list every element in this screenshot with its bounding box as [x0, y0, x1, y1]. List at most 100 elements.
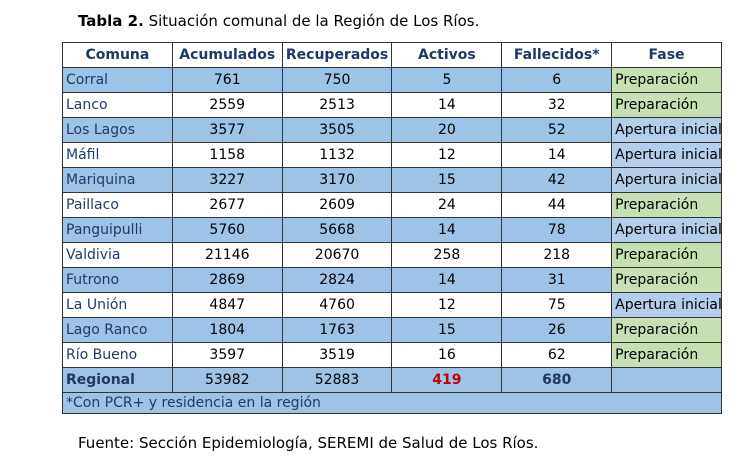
cell: 21146 [171, 242, 283, 268]
cell: 1158 [171, 142, 283, 168]
cell: 3227 [171, 167, 283, 193]
row: Futrono 2869 2824 14 31 Preparación [62, 267, 722, 293]
cell: 3170 [281, 167, 393, 193]
cell: 750 [281, 67, 393, 93]
row: Los Lagos 3577 3505 20 52 Apertura inicial [62, 117, 722, 143]
cell: 2824 [281, 267, 393, 293]
cell: 44 [501, 192, 613, 218]
cell: Preparación [611, 267, 722, 293]
cell: 20 [391, 117, 503, 143]
cell: 15 [391, 317, 503, 343]
cell: Preparación [611, 342, 722, 368]
cell: Mariquina [62, 167, 173, 193]
cell: 42 [501, 167, 613, 193]
cell: 3597 [171, 342, 283, 368]
total-cell: 52883 [281, 367, 393, 393]
cell: 2559 [171, 92, 283, 118]
cell: 2869 [171, 267, 283, 293]
cell: 1804 [171, 317, 283, 343]
cell: Preparación [611, 317, 722, 343]
cell: La Unión [62, 292, 173, 318]
cell: Preparación [611, 92, 722, 118]
cell: 14 [391, 267, 503, 293]
cell: 24 [391, 192, 503, 218]
cell: 1132 [281, 142, 393, 168]
cell: Río Bueno [62, 342, 173, 368]
footnote-row: *Con PCR+ y residencia en la región [62, 392, 722, 414]
cell: 6 [501, 67, 613, 93]
cell: Apertura inicial [611, 292, 722, 318]
cell: 15 [391, 167, 503, 193]
cell: 2513 [281, 92, 393, 118]
total-cell: Regional [62, 367, 173, 393]
cell: 12 [391, 292, 503, 318]
cell: 761 [171, 67, 283, 93]
row: Valdivia 21146 20670 258 218 Preparación [62, 242, 722, 268]
row: Máfil 1158 1132 12 14 Apertura inicial [62, 142, 722, 168]
cell: 78 [501, 217, 613, 243]
cell: Apertura inicial [611, 142, 722, 168]
cell: Paillaco [62, 192, 173, 218]
cell: 3577 [171, 117, 283, 143]
header-cell: Comuna [62, 42, 173, 68]
cell: 14 [501, 142, 613, 168]
total-cell: 680 [501, 367, 613, 393]
header-row: Comuna Acumulados Recuperados Activos Fallec… [62, 42, 722, 68]
title: Tabla 2. Situación comunal de la Región … [78, 12, 479, 30]
cell: Preparación [611, 242, 722, 268]
header-cell: Recuperados [281, 42, 393, 68]
cell: 75 [501, 292, 613, 318]
title-label: Tabla 2. [78, 12, 144, 30]
row: Lanco 2559 2513 14 32 Preparación [62, 92, 722, 118]
cell: 52 [501, 117, 613, 143]
total-cell: 53982 [171, 367, 283, 393]
cell: 20670 [281, 242, 393, 268]
title-text: Situación comunal de la Región de Los Rí… [148, 12, 480, 30]
cell: Preparación [611, 67, 722, 93]
cell: Preparación [611, 192, 722, 218]
row: Panguipulli 5760 5668 14 78 Apertura inicial [62, 217, 722, 243]
cell: Futrono [62, 267, 173, 293]
footnote: *Con PCR+ y residencia en la región [62, 392, 722, 414]
cell: 258 [391, 242, 503, 268]
cell: 26 [501, 317, 613, 343]
cell: 4847 [171, 292, 283, 318]
cell: Corral [62, 67, 173, 93]
cell: 4760 [281, 292, 393, 318]
cell: Apertura inicial [611, 217, 722, 243]
cell: Panguipulli [62, 217, 173, 243]
row: La Unión 4847 4760 12 75 Apertura inicial [62, 292, 722, 318]
cell: Máfil [62, 142, 173, 168]
cell: 31 [501, 267, 613, 293]
empty-cell [611, 367, 722, 393]
header-cell: Activos [391, 42, 503, 68]
row: Corral 761 750 5 6 Preparación [62, 67, 722, 93]
row: Paillaco 2677 2609 24 44 Preparación [62, 192, 722, 218]
table: Comuna Acumulados Recuperados Activos Fallec… [62, 42, 722, 414]
row: Río Bueno 3597 3519 16 62 Preparación [62, 342, 722, 368]
cell: Los Lagos [62, 117, 173, 143]
header-cell: Fase [611, 42, 722, 68]
cell: Lago Ranco [62, 317, 173, 343]
cell: 5760 [171, 217, 283, 243]
cell: 16 [391, 342, 503, 368]
cell: 5 [391, 67, 503, 93]
cell: 32 [501, 92, 613, 118]
cell: 1763 [281, 317, 393, 343]
cell: Lanco [62, 92, 173, 118]
source: Fuente: Sección Epidemiología, SEREMI de… [78, 434, 539, 452]
cell: 12 [391, 142, 503, 168]
total-row: Regional 53982 52883 419 680 [62, 367, 722, 393]
cell: 2609 [281, 192, 393, 218]
cell: 62 [501, 342, 613, 368]
header-cell: Acumulados [171, 42, 283, 68]
row: Lago Ranco 1804 1763 15 26 Preparación [62, 317, 722, 343]
cell: 3505 [281, 117, 393, 143]
total-cell: 419 [391, 367, 503, 393]
cell: Apertura inicial [611, 117, 722, 143]
header-cell: Fallecidos* [501, 42, 613, 68]
row: Mariquina 3227 3170 15 42 Apertura inicial [62, 167, 722, 193]
cell: 14 [391, 92, 503, 118]
cell: 218 [501, 242, 613, 268]
